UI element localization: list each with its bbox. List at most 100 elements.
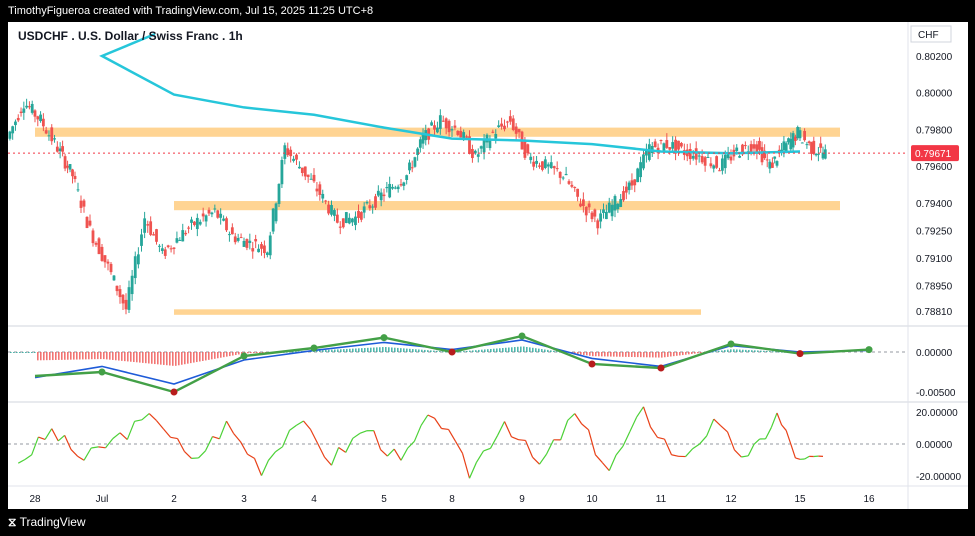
wave-histogram-bar: [652, 352, 654, 358]
wave-histogram-bar: [541, 349, 543, 352]
osc-segment: [475, 450, 485, 463]
brand-name: TradingView: [19, 515, 86, 529]
osc-segment: [98, 446, 106, 449]
candle-body: [8, 131, 12, 139]
candle-body: [743, 145, 747, 147]
candle-body: [639, 162, 642, 178]
candle-body: [535, 160, 538, 164]
candle-body: [659, 139, 663, 141]
candle-body: [344, 212, 348, 224]
wave-histogram-bar: [85, 352, 87, 360]
candle-body: [233, 236, 237, 243]
candle-body: [627, 182, 631, 191]
candle-body: [541, 161, 544, 170]
candle-body: [219, 213, 223, 218]
wave-histogram-bar: [220, 352, 222, 358]
osc-segment: [650, 426, 658, 438]
osc-segment: [309, 429, 319, 444]
osc-segment: [393, 448, 402, 461]
candle-body: [514, 126, 518, 134]
osc-segment: [141, 413, 150, 421]
osc-segment: [747, 444, 755, 457]
wave-histogram-bar: [757, 350, 759, 352]
candle-body: [604, 211, 608, 220]
osc-segment: [373, 430, 382, 450]
candle-body: [817, 153, 820, 155]
wave-cross-dot: [588, 360, 596, 368]
wave-cross-dot: [448, 348, 456, 356]
wave-histogram-bar: [322, 350, 324, 352]
wave-histogram-bar: [430, 350, 432, 352]
osc-segment: [275, 446, 283, 453]
candle-body: [136, 254, 140, 265]
wave-histogram-bar: [640, 352, 642, 358]
candle-body: [283, 145, 287, 159]
candle-body: [599, 213, 603, 222]
wave-histogram-bar: [106, 352, 108, 360]
osc-segment: [685, 448, 694, 457]
wave-histogram-bar: [616, 352, 618, 357]
price-tick-label: 0.80000: [916, 89, 953, 100]
candle-body: [121, 294, 125, 304]
wave-histogram-bar: [691, 352, 693, 354]
candle-body: [277, 183, 281, 204]
wave-histogram-bar: [112, 352, 114, 360]
wave-histogram-bar: [397, 347, 399, 352]
wave-histogram-bar: [694, 352, 696, 354]
time-tick-label: 4: [311, 494, 317, 505]
osc-tick-label: 0.00000: [916, 440, 953, 451]
wave-histogram-bar: [16, 352, 18, 353]
candle-body: [584, 206, 588, 216]
wave-histogram-bar: [532, 347, 534, 352]
wave-histogram-bar: [496, 348, 498, 352]
osc-segment: [338, 446, 347, 453]
wave-histogram-bar: [355, 348, 357, 352]
candle-body: [720, 158, 724, 171]
candle-body: [271, 208, 275, 232]
last-price-label: 0.79671: [915, 149, 952, 160]
osc-segment: [546, 439, 555, 455]
wave-histogram-bar: [76, 352, 78, 360]
time-tick-label: 9: [519, 494, 525, 505]
wave-histogram-bar: [250, 352, 252, 354]
wave-histogram-bar: [13, 352, 15, 353]
candle-body: [268, 235, 272, 256]
oscillator-indicator: [8, 406, 908, 479]
wave-histogram-bar: [607, 352, 609, 357]
osc-segment: [560, 420, 569, 441]
candle-body: [775, 161, 779, 166]
candle-body: [821, 152, 825, 159]
candle-body: [198, 221, 202, 225]
osc-segment: [91, 446, 99, 449]
candle-body: [357, 210, 360, 218]
candle-body: [324, 200, 328, 202]
wave-histogram-bar: [523, 346, 525, 352]
osc-segment: [316, 442, 326, 458]
wave-histogram-bar: [247, 352, 249, 354]
osc-segment: [483, 447, 491, 452]
wave-histogram-bar: [109, 352, 111, 360]
candle-body: [41, 118, 45, 127]
chart-frame[interactable]: 0.79671 CHF 0.80200 0.80000 0.79800 0.79600 0.…: [8, 22, 968, 509]
wave-histogram-bar: [373, 347, 375, 352]
candle-body: [709, 163, 713, 167]
wave-histogram-bar: [697, 352, 699, 354]
wave-histogram-bar: [511, 347, 513, 352]
osc-segment: [615, 445, 624, 456]
candle-body: [248, 240, 252, 244]
wave-histogram-bar: [73, 352, 75, 360]
tradingview-logo-icon: ⧖: [8, 515, 17, 529]
osc-segment: [184, 451, 192, 459]
wave-histogram-bar: [394, 347, 396, 352]
candle-body: [58, 148, 62, 152]
candle-body: [303, 166, 307, 177]
chart-canvas[interactable]: 0.79671 CHF 0.80200 0.80000 0.79800 0.79600 0.…: [8, 22, 968, 509]
wave-histogram-bar: [631, 352, 633, 357]
osc-segment: [770, 412, 778, 428]
osc-segment: [239, 441, 249, 455]
price-tick-label: 0.79100: [916, 254, 953, 265]
candle-body: [794, 136, 797, 141]
candle-body: [347, 217, 351, 224]
price-tick-label: 0.78950: [916, 281, 953, 292]
osc-segment: [156, 420, 164, 430]
